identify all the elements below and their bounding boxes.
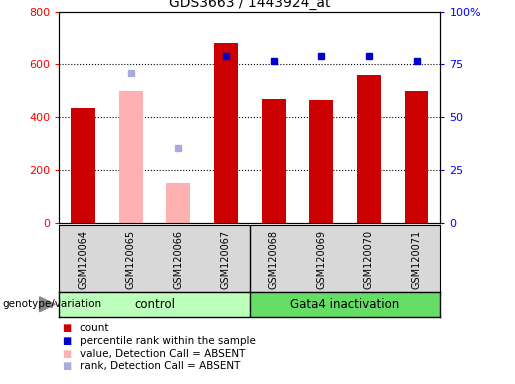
Bar — [310, 100, 333, 223]
Text: GSM120069: GSM120069 — [316, 230, 326, 289]
Bar — [119, 91, 143, 223]
Text: ■: ■ — [62, 336, 72, 346]
Text: Gata4 inactivation: Gata4 inactivation — [290, 298, 400, 311]
Text: GSM120070: GSM120070 — [364, 230, 374, 289]
Text: ■: ■ — [62, 349, 72, 359]
Polygon shape — [40, 297, 55, 312]
Bar — [71, 108, 95, 223]
Text: control: control — [134, 298, 175, 311]
Bar — [59, 292, 250, 317]
Text: GSM120064: GSM120064 — [78, 230, 88, 289]
Text: count: count — [80, 323, 109, 333]
Bar — [262, 99, 285, 223]
Text: rank, Detection Call = ABSENT: rank, Detection Call = ABSENT — [80, 361, 240, 371]
Text: GSM120071: GSM120071 — [411, 230, 421, 289]
Bar — [214, 43, 238, 223]
Title: GDS3663 / 1443924_at: GDS3663 / 1443924_at — [169, 0, 331, 10]
Text: GSM120065: GSM120065 — [126, 230, 135, 289]
Text: value, Detection Call = ABSENT: value, Detection Call = ABSENT — [80, 349, 245, 359]
Text: ■: ■ — [62, 323, 72, 333]
Bar — [250, 292, 464, 317]
Bar — [166, 183, 190, 223]
Bar — [357, 75, 381, 223]
Text: GSM120068: GSM120068 — [269, 230, 279, 289]
Text: GSM120067: GSM120067 — [221, 230, 231, 289]
Text: percentile rank within the sample: percentile rank within the sample — [80, 336, 256, 346]
Text: genotype/variation: genotype/variation — [3, 299, 101, 310]
Bar — [405, 91, 428, 223]
Text: GSM120066: GSM120066 — [174, 230, 183, 289]
Text: ■: ■ — [62, 361, 72, 371]
